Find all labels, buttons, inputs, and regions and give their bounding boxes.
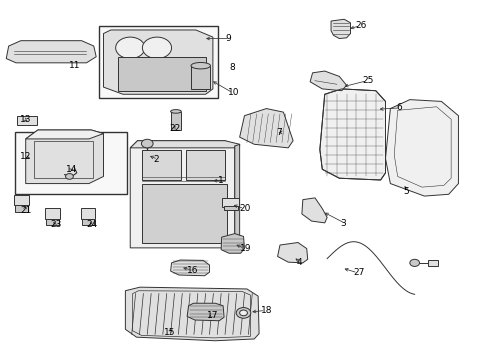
- Polygon shape: [170, 260, 209, 276]
- Polygon shape: [26, 130, 103, 184]
- Text: 9: 9: [224, 34, 230, 43]
- Bar: [34, 141, 93, 178]
- Text: 23: 23: [50, 220, 61, 229]
- Bar: [222, 198, 239, 207]
- Bar: [191, 66, 210, 89]
- Text: 12: 12: [20, 152, 31, 161]
- Polygon shape: [130, 141, 239, 148]
- Text: 16: 16: [187, 266, 198, 275]
- Polygon shape: [103, 30, 212, 94]
- Bar: [427, 260, 437, 266]
- Circle shape: [409, 259, 419, 266]
- Polygon shape: [221, 234, 244, 253]
- Ellipse shape: [170, 110, 181, 113]
- Bar: [15, 132, 126, 194]
- Text: 18: 18: [260, 306, 271, 315]
- Bar: [142, 184, 227, 243]
- Text: 21: 21: [20, 206, 31, 215]
- Text: 10: 10: [227, 88, 239, 97]
- Circle shape: [141, 139, 153, 148]
- Text: 25: 25: [362, 76, 373, 85]
- Polygon shape: [319, 89, 385, 180]
- Text: 8: 8: [228, 63, 234, 72]
- Bar: [45, 208, 60, 219]
- Polygon shape: [277, 243, 307, 263]
- Bar: [46, 219, 59, 225]
- Text: 1: 1: [217, 176, 223, 185]
- Polygon shape: [187, 303, 224, 321]
- Text: 22: 22: [169, 124, 180, 133]
- Polygon shape: [26, 130, 103, 139]
- Text: 7: 7: [276, 128, 281, 137]
- Polygon shape: [125, 287, 259, 341]
- Circle shape: [236, 307, 250, 318]
- Polygon shape: [301, 198, 326, 223]
- Polygon shape: [6, 41, 96, 63]
- Bar: [99, 26, 217, 98]
- Text: 20: 20: [239, 204, 250, 213]
- Bar: [81, 219, 94, 225]
- Polygon shape: [239, 109, 292, 148]
- Text: 4: 4: [296, 258, 302, 267]
- Text: 2: 2: [153, 155, 159, 164]
- Text: 15: 15: [164, 328, 175, 337]
- Text: 13: 13: [20, 115, 31, 124]
- Text: 6: 6: [395, 103, 401, 112]
- Text: 19: 19: [239, 244, 251, 253]
- Polygon shape: [309, 71, 346, 91]
- Bar: [14, 195, 29, 205]
- Text: 24: 24: [86, 220, 98, 229]
- Text: 17: 17: [206, 311, 218, 320]
- Text: 26: 26: [355, 21, 366, 30]
- Bar: [118, 57, 205, 91]
- Text: 14: 14: [65, 166, 77, 175]
- Bar: [186, 150, 224, 180]
- Text: 27: 27: [352, 268, 364, 277]
- Polygon shape: [130, 141, 234, 248]
- Circle shape: [142, 37, 171, 59]
- Circle shape: [116, 37, 144, 59]
- Bar: [81, 208, 95, 219]
- Polygon shape: [385, 100, 458, 196]
- Bar: [15, 205, 28, 212]
- Bar: [170, 112, 181, 130]
- Polygon shape: [330, 19, 350, 39]
- Circle shape: [65, 174, 73, 179]
- Text: 5: 5: [402, 187, 408, 196]
- Text: 3: 3: [340, 219, 346, 228]
- Bar: [17, 116, 37, 125]
- Text: 11: 11: [68, 61, 80, 70]
- Polygon shape: [234, 144, 239, 244]
- Bar: [224, 206, 237, 210]
- Ellipse shape: [191, 63, 210, 69]
- Bar: [142, 150, 181, 180]
- Circle shape: [239, 310, 247, 316]
